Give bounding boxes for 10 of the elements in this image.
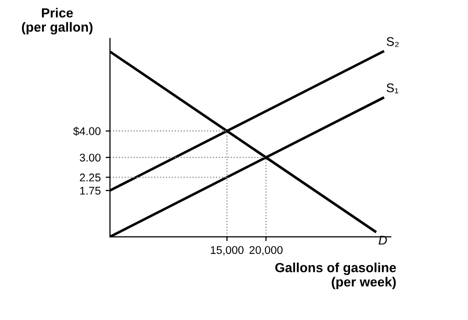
y-tick-label: 3.00: [80, 154, 101, 162]
x-tick-label: 20,000: [250, 246, 283, 256]
series-label: S₁: [386, 83, 398, 94]
x-axis-title: Gallons of gasoline (per week): [275, 262, 396, 290]
y-axis-title: Price (per gallon): [22, 8, 92, 34]
y-tick-label: $4.00: [73, 126, 101, 136]
x-tick-label: 15,000: [210, 246, 244, 256]
y-tick-label: 2.25: [80, 174, 100, 182]
y-tick-label: 1.75: [80, 186, 100, 195]
series-label: S₂: [386, 37, 399, 47]
